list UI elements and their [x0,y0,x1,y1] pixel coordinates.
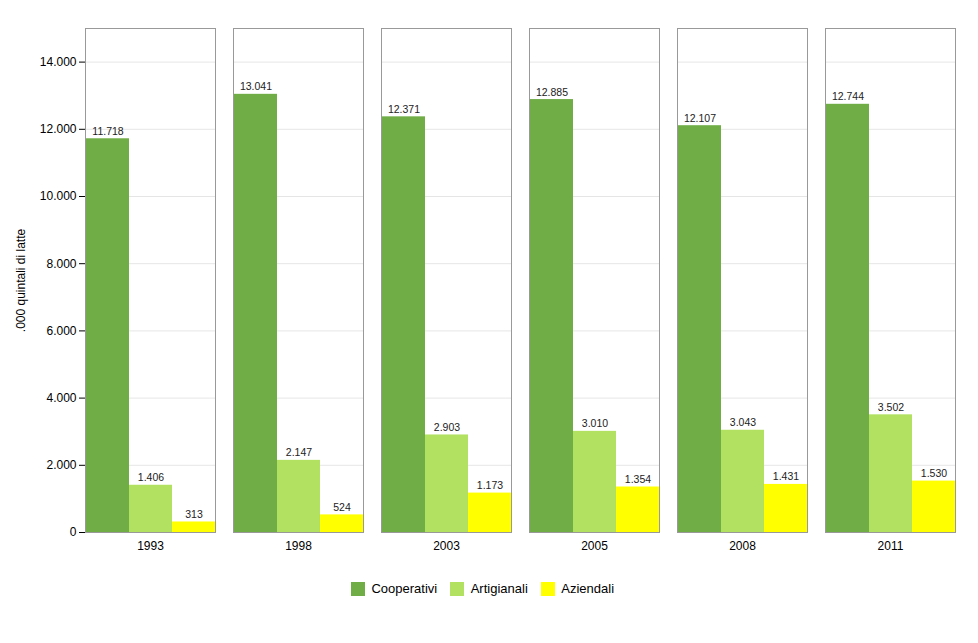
html-text:Aziendali: Aziendali [561,581,615,596]
svg-text:1.431: 1.431 [773,470,799,482]
svg-text:4.000: 4.000 [46,391,76,405]
svg-text:13.041: 13.041 [240,80,272,92]
svg-text:313: 313 [185,508,203,520]
svg-text:14.000: 14.000 [40,55,77,69]
svg-text:6.000: 6.000 [46,324,76,338]
html-text:Cooperativi: Cooperativi [371,581,438,596]
svg-text:2.147: 2.147 [286,446,312,458]
svg-text:12.744: 12.744 [832,90,864,102]
svg-text:.000 quintali di latte: .000 quintali di latte [14,228,28,332]
svg-text:2011: 2011 [878,539,904,553]
svg-text:3.010: 3.010 [582,417,608,429]
svg-text:1993: 1993 [137,539,164,553]
svg-text:10.000: 10.000 [40,189,77,203]
svg-text:12.000: 12.000 [40,122,77,136]
svg-text:3.502: 3.502 [878,401,904,413]
svg-text:2.903: 2.903 [434,421,460,433]
html-text:Artigianali: Artigianali [470,581,528,596]
svg-text:1.406: 1.406 [138,471,164,483]
svg-text:11.718: 11.718 [92,125,123,137]
svg-text:1998: 1998 [285,539,312,553]
svg-text:524: 524 [333,501,351,513]
svg-text:12.885: 12.885 [536,86,568,98]
svg-text:2.000: 2.000 [46,458,76,472]
svg-text:2008: 2008 [729,539,756,553]
svg-text:2005: 2005 [581,539,608,553]
svg-text:1.354: 1.354 [625,473,651,485]
svg-text:8.000: 8.000 [46,257,76,271]
svg-text:2003: 2003 [433,539,460,553]
svg-text:12.107: 12.107 [684,112,716,124]
svg-text:1.530: 1.530 [921,467,947,479]
svg-text:12.371: 12.371 [388,103,420,115]
svg-text:3.043: 3.043 [730,416,756,428]
svg-text:0: 0 [70,525,77,539]
svg-text:1.173: 1.173 [477,479,503,491]
